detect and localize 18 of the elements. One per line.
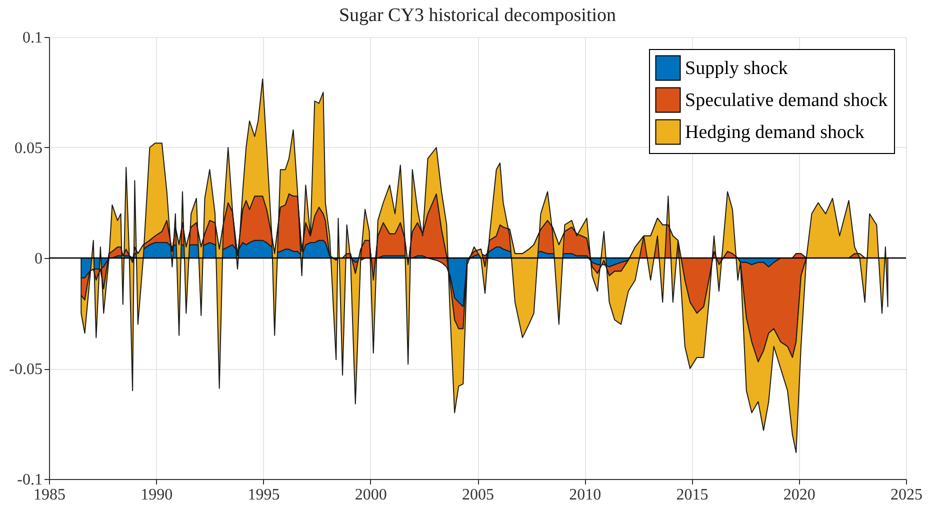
legend-label: Hedging demand shock [685, 122, 865, 143]
x-tick-label: 2025 [890, 486, 922, 504]
chart-title: Sugar CY3 historical decomposition [338, 5, 617, 26]
y-tick-label: 0 [34, 250, 42, 268]
y-tick-label: 0.1 [22, 30, 42, 46]
x-tick-label: 1985 [34, 486, 66, 504]
legend-label: Supply shock [685, 58, 788, 79]
x-tick-label: 2015 [676, 486, 708, 504]
y-tick-label: 0.05 [14, 140, 42, 157]
x-tick-label: 2010 [569, 486, 602, 504]
x-tick-label: 2000 [354, 486, 387, 504]
x-tick-label: 2005 [462, 486, 494, 504]
legend-label: Speculative demand shock [685, 90, 888, 111]
x-tick-label: 1995 [248, 486, 280, 504]
x-tick-label: 1990 [140, 486, 173, 504]
y-tick-label: -0.05 [9, 361, 42, 378]
x-tick-label: 2020 [783, 486, 816, 504]
y-tick-label: -0.1 [17, 472, 42, 488]
